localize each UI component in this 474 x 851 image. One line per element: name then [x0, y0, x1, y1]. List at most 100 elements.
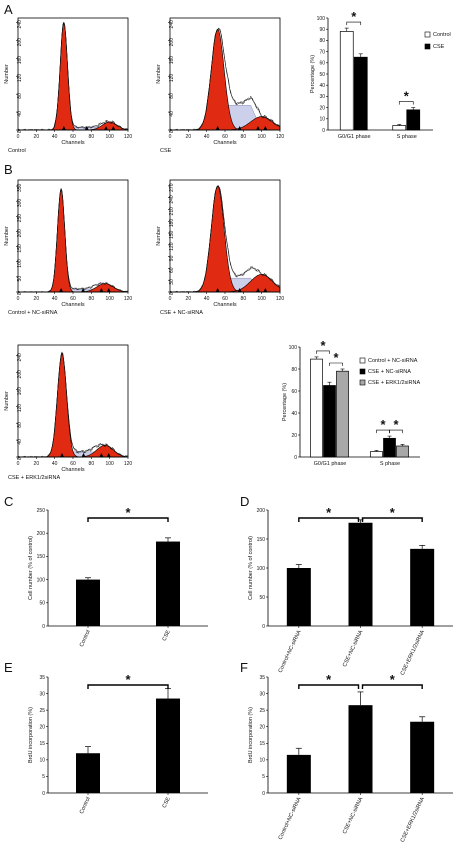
y-axis-label: BrdU incorporation (%)	[28, 707, 34, 763]
bar-chart-f: 0 5 10 15 20 25 30 35 BrdU incorporation (%) Cont…	[248, 672, 453, 843]
y-tick-label: 60	[291, 389, 297, 395]
peak-marker	[106, 453, 111, 457]
y-tick-label: 30	[259, 691, 265, 697]
x-tick-label: 40	[204, 134, 210, 140]
y-axis-label: Cell number (% of control)	[28, 536, 34, 600]
significance-star: *	[326, 505, 332, 520]
y-tick-label: 20	[319, 105, 325, 111]
plot-frame	[17, 344, 129, 458]
plot-frame	[17, 179, 129, 293]
x-tick-label: 20	[186, 134, 192, 140]
y-tick-label: 200	[169, 38, 175, 47]
histogram-caption: CSE	[160, 148, 172, 154]
y-axis-label: Percentage (%)	[282, 383, 288, 421]
legend-swatch	[359, 379, 366, 386]
y-tick-label: 100	[17, 259, 23, 268]
y-tick-label: 50	[319, 72, 325, 78]
y-tick-label: 80	[291, 367, 297, 373]
peak-marker	[263, 126, 268, 130]
y-tick-label: 40	[291, 411, 297, 417]
y-tick-label: 40	[17, 439, 23, 445]
raw-data-trace	[17, 187, 129, 293]
panel-letter-f: F	[240, 660, 248, 675]
x-tick-label: 20	[34, 461, 40, 467]
x-tick-label: 0	[169, 296, 172, 302]
x-tick-label: 60	[70, 134, 76, 140]
bar	[348, 522, 373, 626]
legend-swatch	[424, 31, 431, 38]
significance-star: *	[380, 417, 386, 432]
y-tick-label: 270	[169, 183, 175, 192]
raw-data-trace	[17, 21, 129, 131]
raw-data-trace	[17, 22, 129, 131]
y-tick-label: 160	[169, 56, 175, 65]
legend-label: CSE + NC-siRNA	[368, 369, 411, 375]
bar	[353, 56, 368, 131]
y-tick-label: 20	[291, 433, 297, 439]
significance-bracket	[298, 517, 360, 522]
x-axis-label: Channels	[61, 140, 84, 146]
y-tick-label: 80	[17, 422, 23, 428]
y-tick-label: 0	[169, 292, 175, 295]
significance-bracket	[398, 101, 414, 105]
panel-letter-c: C	[4, 494, 13, 509]
y-tick-label: 100	[317, 16, 326, 22]
x-tick-label: 80	[241, 134, 247, 140]
significance-bracket	[316, 350, 330, 354]
peak-marker	[84, 126, 89, 130]
bar	[156, 541, 180, 626]
category-label: Control+NC-siRNA	[278, 796, 303, 841]
panel-letter-d: D	[240, 494, 249, 509]
significance-star: *	[390, 505, 396, 520]
panel-letter-a: A	[4, 2, 13, 17]
x-tick-label: 120	[124, 296, 133, 302]
y-tick-label: 40	[17, 111, 23, 117]
y-tick-label: 200	[17, 38, 23, 47]
significance-star: *	[125, 672, 131, 687]
bar	[383, 437, 396, 458]
bar	[156, 698, 180, 793]
histogram-4: 0 20 40 60 80 100 120 0 30 60 90 120 150 180 210 240 270…	[156, 179, 284, 316]
y-tick-label: 120	[169, 74, 175, 83]
y-tick-label: 0	[322, 128, 325, 134]
y-tick-label: 250	[17, 214, 23, 223]
peak-marker	[106, 288, 111, 292]
y-tick-label: 25	[39, 708, 45, 714]
y-tick-label: 10	[39, 758, 45, 764]
significance-bracket	[87, 517, 169, 522]
category-label: S phase	[397, 134, 417, 140]
x-tick-label: 40	[52, 461, 58, 467]
significance-bracket	[361, 684, 423, 689]
histogram-2: 0 20 40 60 80 100 120 0 40 80 120 160 200 240 Channels…	[156, 17, 285, 154]
x-tick-label: 120	[276, 134, 285, 140]
bar-chart-c: 0 50 100 150 200 250 Cell number (% of control…	[28, 505, 208, 648]
bar	[336, 370, 349, 458]
x-axis-label: Channels	[61, 467, 84, 473]
histogram-1: 0 20 40 60 80 100 120 0 40 80 120 160 200 240 Channels…	[4, 17, 132, 154]
x-tick-label: 100	[105, 296, 114, 302]
y-tick-label: 150	[169, 230, 175, 239]
x-tick-label: 60	[222, 134, 228, 140]
y-tick-label: 60	[169, 267, 175, 273]
y-tick-label: 40	[319, 83, 325, 89]
peak-marker	[215, 126, 220, 130]
y-axis-label: Number	[156, 226, 162, 246]
y-tick-label: 100	[37, 577, 46, 583]
y-tick-label: 50	[259, 595, 265, 601]
y-tick-label: 200	[17, 229, 23, 238]
significance-bracket	[361, 517, 423, 522]
raw-data-trace	[17, 351, 129, 458]
x-tick-label: 40	[52, 134, 58, 140]
category-label: CSE+ERK1/2siRNA	[400, 629, 426, 676]
peak-marker	[60, 453, 64, 457]
panel-letter-b: B	[4, 162, 13, 177]
significance-bracket	[329, 362, 343, 366]
x-tick-label: 0	[17, 134, 20, 140]
x-tick-label: 120	[124, 461, 133, 467]
bar	[323, 385, 336, 458]
peak-marker	[263, 288, 268, 292]
significance-bracket	[87, 684, 169, 689]
y-tick-label: 20	[39, 725, 45, 731]
bar	[392, 125, 407, 131]
x-axis-label: Channels	[61, 302, 84, 308]
